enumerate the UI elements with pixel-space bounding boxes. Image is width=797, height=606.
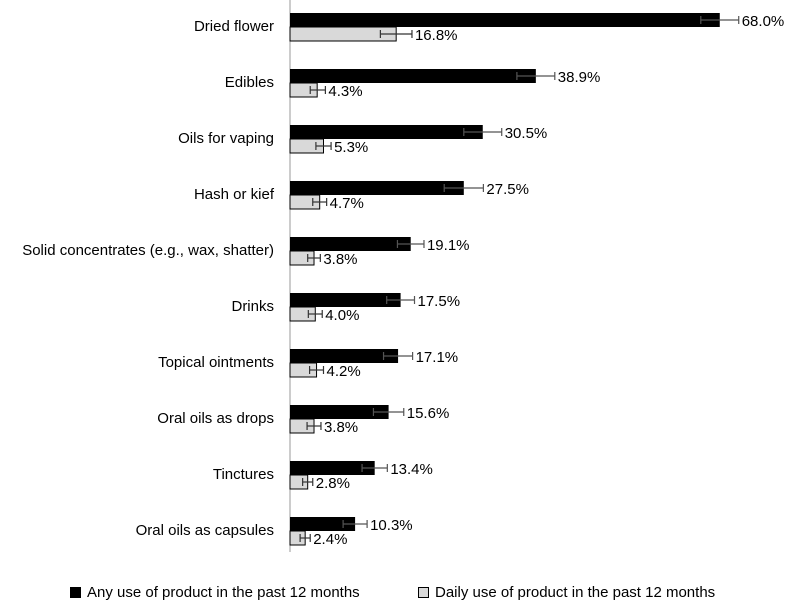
category-label: Dried flower (194, 18, 274, 35)
category-label: Tinctures (213, 466, 274, 483)
data-label-any-use: 15.6% (407, 405, 450, 422)
error-bar-daily-use (309, 86, 326, 94)
data-label-daily-use: 3.8% (324, 419, 358, 436)
error-bar-any-use (463, 128, 503, 136)
error-bar-daily-use (299, 534, 311, 542)
legend-item-any-use: Any use of product in the past 12 months (70, 584, 360, 601)
data-label-any-use: 30.5% (505, 125, 548, 142)
error-bar-any-use (386, 296, 416, 304)
data-label-daily-use: 2.8% (316, 475, 350, 492)
error-bar-daily-use (312, 198, 328, 206)
data-label-daily-use: 3.8% (323, 251, 357, 268)
category-label: Edibles (225, 74, 274, 91)
legend-swatch-daily-use (418, 587, 429, 598)
bar-any-use (290, 293, 401, 307)
error-bar-any-use (361, 464, 388, 472)
error-bar-any-use (342, 520, 368, 528)
data-label-daily-use: 2.4% (313, 531, 347, 548)
category-label: Topical ointments (158, 354, 274, 371)
bar-any-use (290, 13, 720, 27)
error-bar-any-use (382, 352, 414, 360)
data-label-any-use: 17.1% (416, 349, 459, 366)
error-bar-any-use (396, 240, 425, 248)
error-bar-daily-use (307, 310, 323, 318)
bar-any-use (290, 517, 356, 531)
bar-any-use (290, 237, 411, 251)
legend-item-daily-use: Daily use of product in the past 12 mont… (418, 584, 715, 601)
data-label-any-use: 19.1% (427, 237, 470, 254)
bar-any-use (290, 125, 483, 139)
category-label: Oral oils as drops (157, 410, 274, 427)
legend: Any use of product in the past 12 months… (0, 584, 797, 606)
data-label-daily-use: 4.0% (325, 307, 359, 324)
legend-label-any-use: Any use of product in the past 12 months (87, 584, 360, 601)
bar-any-use (290, 461, 375, 475)
error-bar-any-use (516, 72, 556, 80)
category-label: Solid concentrates (e.g., wax, shatter) (22, 242, 274, 259)
data-label-any-use: 68.0% (742, 13, 785, 30)
data-label-any-use: 17.5% (418, 293, 461, 310)
error-bar-daily-use (379, 30, 413, 38)
bar-any-use (290, 181, 464, 195)
data-label-any-use: 27.5% (486, 181, 529, 198)
category-label: Hash or kief (194, 186, 275, 203)
data-label-any-use: 10.3% (370, 517, 413, 534)
data-label-daily-use: 4.2% (326, 363, 360, 380)
error-bar-daily-use (308, 366, 325, 374)
category-label: Oral oils as capsules (136, 522, 274, 539)
category-label: Drinks (231, 298, 274, 315)
legend-label-daily-use: Daily use of product in the past 12 mont… (435, 584, 716, 601)
data-label-daily-use: 16.8% (415, 27, 458, 44)
category-label: Oils for vaping (178, 130, 274, 147)
error-bar-daily-use (302, 478, 314, 486)
error-bar-any-use (443, 184, 484, 192)
legend-swatch-any-use (70, 587, 81, 598)
bar-any-use (290, 349, 399, 363)
bar-chart: Dried flower Edibles Oils for vaping Hash o… (22, 0, 785, 552)
data-label-daily-use: 4.7% (330, 195, 364, 212)
bar-any-use (290, 405, 389, 419)
error-bar-daily-use (315, 142, 332, 150)
data-label-daily-use: 5.3% (334, 139, 368, 156)
data-label-any-use: 13.4% (390, 461, 433, 478)
bars: 68.0% 16.8% 38.9% 4.3% 30.5% 5.3% 27.5% 4.7% 19.… (289, 13, 785, 548)
category-labels: Dried flower Edibles Oils for vaping Hash o… (22, 18, 275, 539)
data-label-any-use: 38.9% (558, 69, 601, 86)
error-bar-daily-use (307, 254, 321, 262)
bar-any-use (290, 69, 536, 83)
error-bar-daily-use (306, 422, 322, 430)
data-label-daily-use: 4.3% (328, 83, 362, 100)
error-bar-any-use (372, 408, 405, 416)
error-bar-any-use (700, 16, 740, 24)
